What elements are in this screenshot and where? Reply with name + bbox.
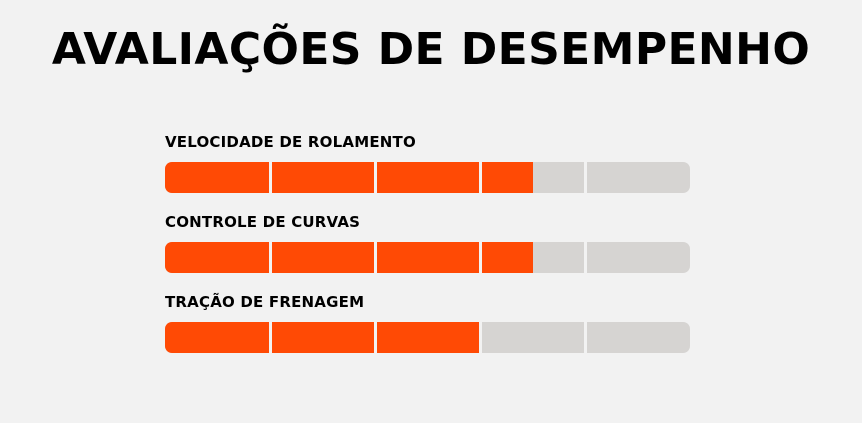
- rating-bar: [165, 162, 690, 193]
- rating-bar-divider: [478, 242, 482, 273]
- rating-bar-divider: [583, 322, 587, 353]
- rating-label: VELOCIDADE DE ROLAMENTO: [165, 133, 416, 151]
- rating-bar-divider: [268, 162, 272, 193]
- rating-bar-divider: [373, 322, 377, 353]
- rating-label: TRAÇÃO DE FRENAGEM: [165, 293, 365, 311]
- rating-braking-traction: TRAÇÃO DE FRENAGEM: [165, 291, 690, 371]
- rating-bar: [165, 242, 690, 273]
- rating-bar-divider: [583, 162, 587, 193]
- rating-bar-fill: [165, 322, 480, 353]
- rating-rolling-speed: VELOCIDADE DE ROLAMENTO: [165, 131, 690, 211]
- rating-bar: [165, 322, 690, 353]
- rating-bar-fill: [165, 162, 533, 193]
- rating-bar-fill: [165, 242, 533, 273]
- page-title: AVALIAÇÕES DE DESEMPENHO: [51, 24, 811, 75]
- performance-ratings: VELOCIDADE DE ROLAMENTO CONTROLE DE CURV…: [165, 131, 690, 371]
- rating-bar-divider: [373, 242, 377, 273]
- rating-bar-divider: [268, 242, 272, 273]
- rating-bar-divider: [373, 162, 377, 193]
- rating-bar-divider: [268, 322, 272, 353]
- rating-cornering-control: CONTROLE DE CURVAS: [165, 211, 690, 291]
- rating-label: CONTROLE DE CURVAS: [165, 213, 361, 231]
- rating-bar-divider: [478, 162, 482, 193]
- rating-bar-divider: [583, 242, 587, 273]
- rating-bar-divider: [478, 322, 482, 353]
